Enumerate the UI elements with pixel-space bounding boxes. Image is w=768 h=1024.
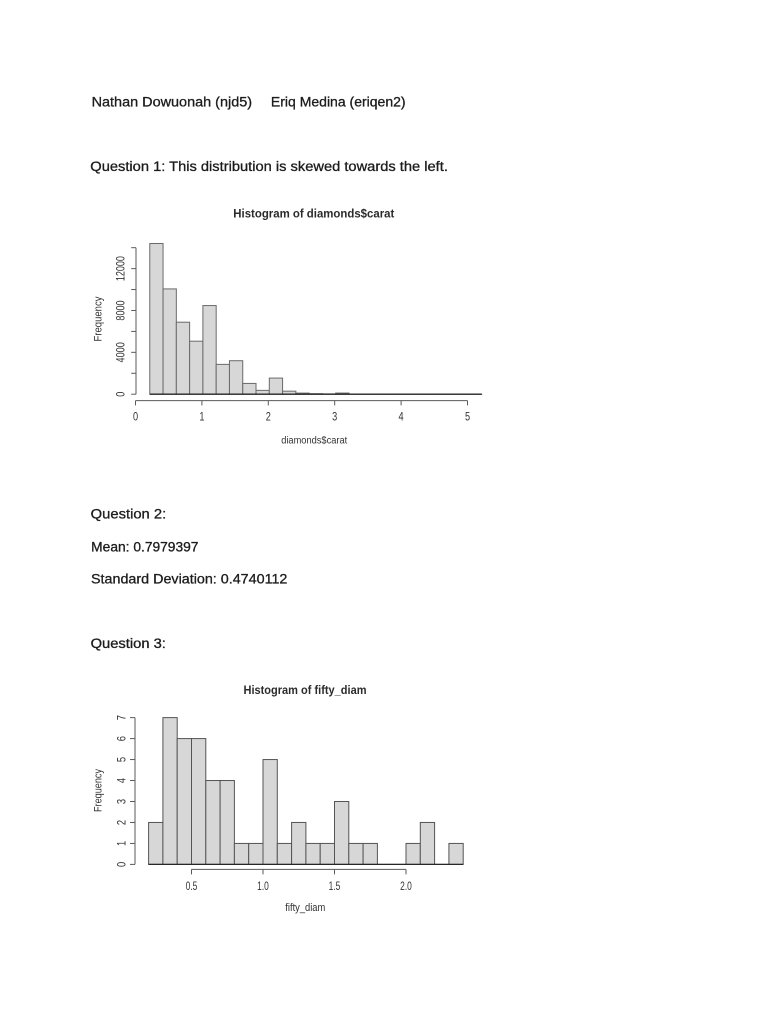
svg-text:2: 2: [266, 410, 271, 424]
svg-text:Frequency: Frequency: [93, 769, 105, 812]
svg-text:2: 2: [117, 820, 129, 825]
svg-text:6: 6: [117, 736, 129, 741]
svg-text:diamonds$carat: diamonds$carat: [281, 436, 347, 447]
svg-text:1.0: 1.0: [257, 881, 269, 893]
svg-text:2.0: 2.0: [400, 881, 412, 893]
svg-text:Question 3:: Question 3:: [91, 636, 166, 651]
svg-text:Nathan Dowuonah (njd5): Nathan Dowuonah (njd5): [92, 95, 253, 110]
svg-text:1: 1: [199, 410, 204, 424]
svg-text:Histogram of diamonds$carat: Histogram of diamonds$carat: [233, 206, 394, 220]
svg-text:3: 3: [117, 799, 129, 804]
svg-text:5: 5: [465, 410, 470, 424]
svg-text:1.5: 1.5: [329, 881, 341, 893]
svg-text:1: 1: [117, 841, 129, 846]
svg-text:Histogram of fifty_diam: Histogram of fifty_diam: [244, 685, 367, 697]
svg-text:4: 4: [117, 777, 129, 783]
svg-text:0: 0: [117, 862, 129, 867]
svg-text:0: 0: [114, 391, 128, 396]
svg-text:fifty_diam: fifty_diam: [285, 902, 325, 914]
svg-text:4: 4: [399, 410, 404, 424]
svg-text:0: 0: [133, 410, 138, 424]
svg-text:Eriq Medina (eriqen2): Eriq Medina (eriqen2): [271, 95, 406, 110]
svg-text:4000: 4000: [114, 342, 128, 363]
svg-text:Question 2:: Question 2:: [91, 506, 166, 521]
svg-text:7: 7: [117, 715, 129, 720]
svg-text:0.5: 0.5: [186, 881, 198, 893]
svg-text:3: 3: [332, 410, 337, 424]
svg-text:Frequency: Frequency: [93, 296, 105, 341]
svg-text:Standard Deviation: 0.4740112: Standard Deviation: 0.4740112: [91, 572, 287, 587]
svg-text:12000: 12000: [114, 256, 128, 281]
svg-text:Question 1: This distribution: Question 1: This distribution is skewed …: [90, 159, 448, 174]
svg-text:Mean: 0.7979397: Mean: 0.7979397: [91, 539, 198, 554]
svg-text:8000: 8000: [114, 300, 128, 321]
svg-text:5: 5: [117, 757, 129, 762]
